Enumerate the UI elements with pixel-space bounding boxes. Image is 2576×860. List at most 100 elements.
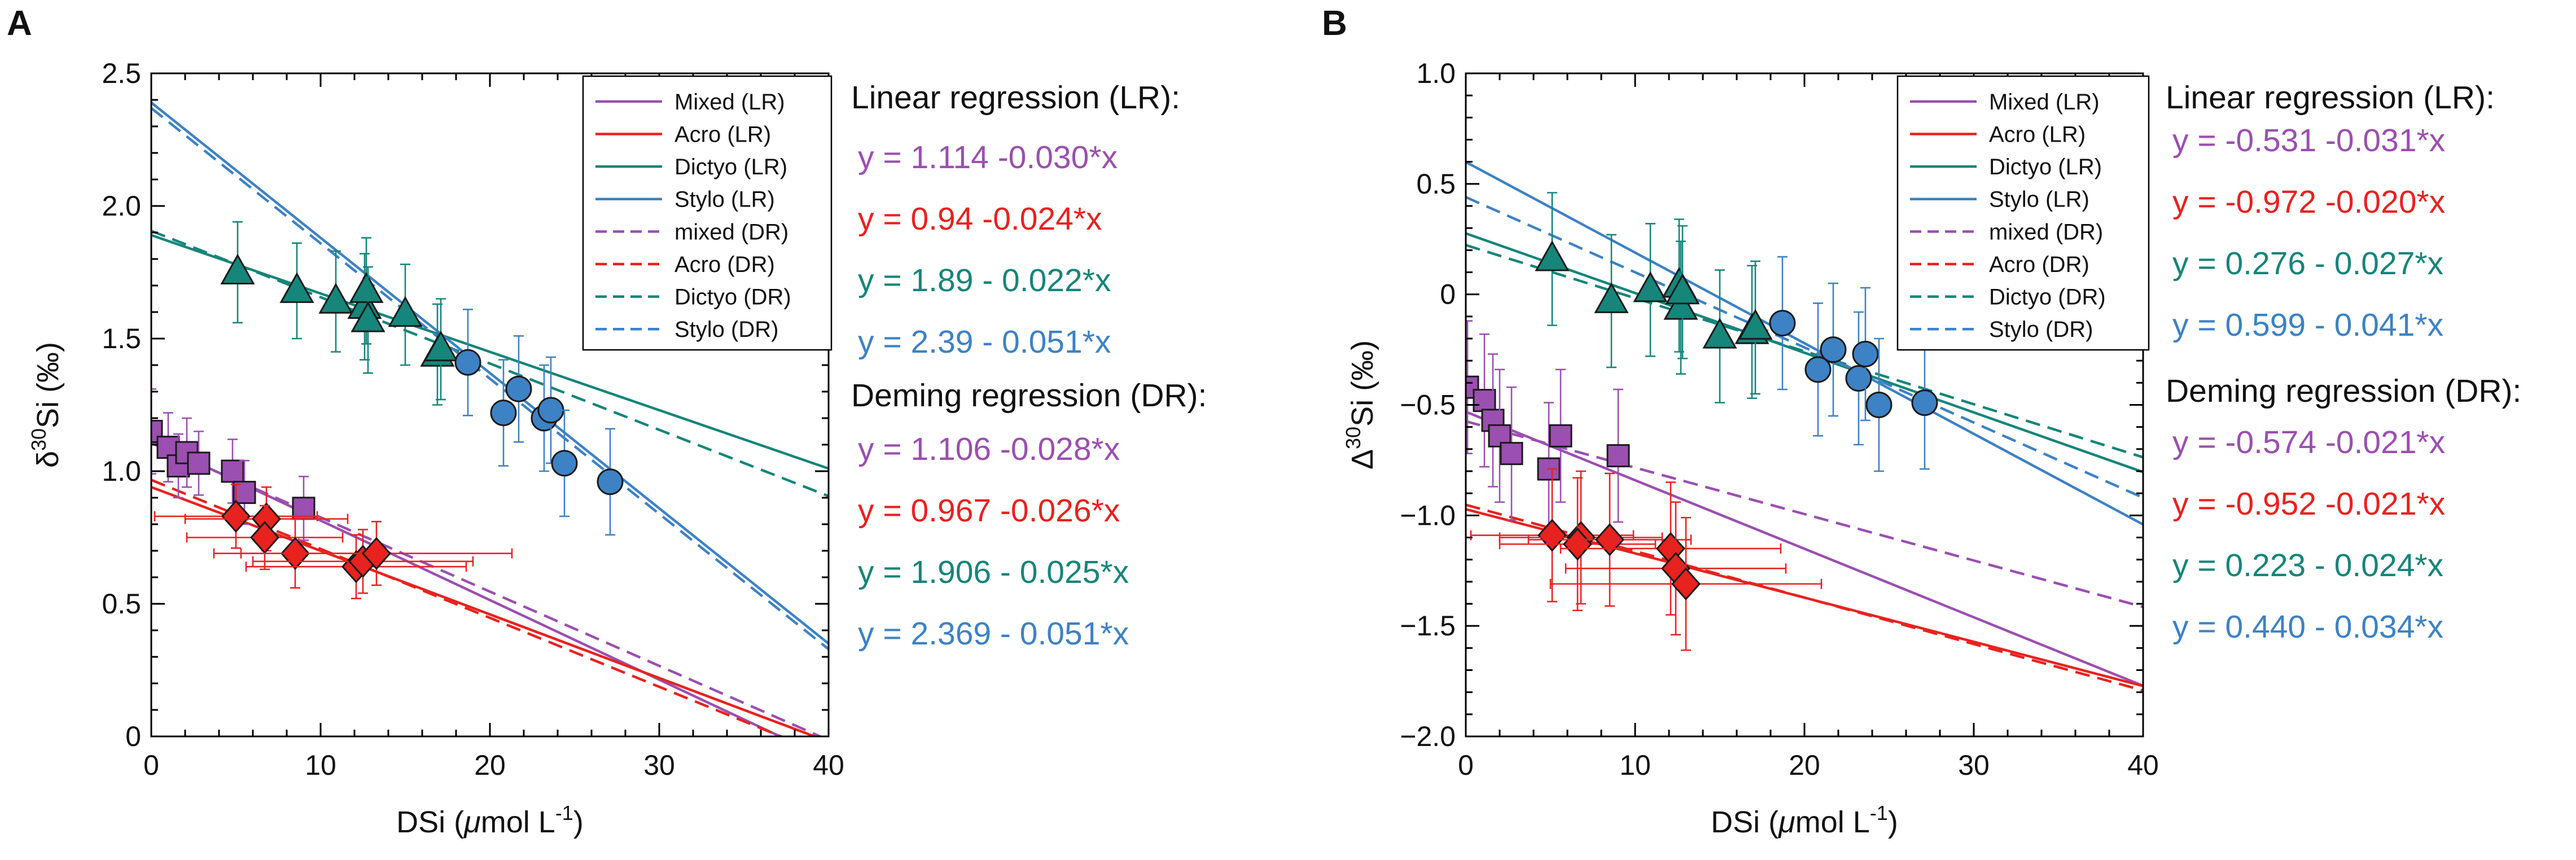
data-point-dictyo (279, 272, 314, 303)
data-point-dictyo (1535, 240, 1570, 271)
y-tick-label: 0.5 (102, 588, 141, 620)
legend-entry: Stylo (LR) (674, 187, 775, 212)
data-point-dictyo (1665, 273, 1700, 305)
regression-line-dictyo-dr (151, 230, 829, 498)
y-tick-label: −1.0 (1400, 499, 1456, 531)
panel-label: A (7, 4, 32, 43)
y-tick-label: 0 (1440, 279, 1456, 310)
legend-entry: Acro (LR) (674, 122, 771, 147)
y-axis-label: δ30Si (‰) (27, 342, 65, 468)
x-axis-label: DSi (μmol L-1) (1711, 801, 1898, 839)
dr-equation: y = 0.223 - 0.024*x (2172, 547, 2443, 583)
legend-entry: mixed (DR) (1989, 220, 2103, 244)
data-point-dictyo (388, 296, 423, 327)
dr-equation: y = 1.906 - 0.025*x (858, 554, 1129, 590)
data-point-dictyo (1738, 309, 1773, 340)
regression-line-stylo-dr (1466, 196, 2143, 499)
legend: Mixed (LR) Acro (LR) Dictyo (LR) Stylo (LR)… (1896, 75, 2150, 351)
legend-entry: Acro (DR) (1989, 252, 2089, 277)
y-tick-label: 2.0 (102, 190, 141, 222)
legend-entry: mixed (DR) (674, 220, 788, 244)
data-point-mixed (233, 481, 256, 504)
regression-line-mixed-dr (1466, 420, 2143, 608)
legend-entry: Stylo (LR) (1989, 187, 2089, 212)
series-mixed (151, 388, 316, 541)
y-tick-label: 0.5 (1416, 168, 1456, 200)
y-tick-label: −0.5 (1400, 389, 1456, 421)
y-tick-label: −2.0 (1400, 721, 1456, 752)
lr-title: Linear regression (LR): (2166, 80, 2495, 116)
legend-entry: Dictyo (LR) (674, 155, 787, 179)
legend-box (1896, 75, 2150, 351)
regression-equations: Linear regression (LR): y = -0.531 -0.031… (2166, 80, 2521, 645)
dr-equation: y = -0.574 -0.021*x (2172, 424, 2445, 460)
regression-line-mixed-dr (151, 442, 823, 736)
dr-equation: y = -0.952 -0.021*x (2172, 486, 2445, 522)
dr-title: Deming regression (DR): (851, 378, 1207, 414)
data-point-acro (1594, 523, 1625, 556)
panel-a: A 0 10 20 30 40 0 0.5 1.0 1.5 2.0 2.5 DSi (μmol L-1)… (7, 4, 1207, 839)
series-dictyo (1535, 192, 1773, 403)
legend-entry: Dictyo (LR) (1989, 155, 2102, 179)
legend-entry: Acro (DR) (674, 252, 775, 277)
data-point-stylo (1820, 336, 1847, 363)
data-point-mixed (1500, 442, 1523, 466)
plot-area (151, 101, 829, 736)
y-tick-label: 1.0 (102, 455, 141, 487)
x-axis-label: DSi (μmol L-1) (396, 801, 584, 839)
data-point-stylo (1769, 310, 1796, 337)
y-tick-label: 0 (125, 721, 141, 752)
x-tick-label: 20 (1789, 749, 1820, 781)
data-point-mixed (221, 459, 244, 483)
data-point-dictyo (318, 283, 353, 314)
x-tick-label: 40 (813, 749, 844, 781)
panel-b: B 0 10 20 30 40 −2.0 −1.5 −1.0 −0.5 0 0.5 1.0 DSi (μm… (1322, 4, 2521, 839)
data-point-stylo (1804, 356, 1832, 383)
data-point-stylo (1865, 392, 1892, 418)
series-stylo (454, 308, 624, 536)
series-stylo (1769, 256, 1938, 472)
legend-entry: Stylo (DR) (1989, 317, 2093, 342)
lr-equation: y = 1.89 - 0.022*x (858, 262, 1111, 299)
error-bar (151, 388, 156, 475)
data-point-stylo (551, 450, 578, 477)
regression-line-stylo-dr (151, 107, 829, 651)
data-point-dictyo (349, 272, 384, 303)
x-tick-label: 40 (2127, 749, 2159, 781)
data-point-mixed (1606, 444, 1630, 468)
data-point-dictyo (1663, 289, 1698, 320)
data-point-stylo (1852, 340, 1879, 367)
plot-area (1466, 161, 2143, 692)
data-point-stylo (1911, 389, 1938, 416)
lr-title: Linear regression (LR): (851, 80, 1180, 116)
dr-equation: y = 1.106 -0.028*x (858, 431, 1120, 467)
lr-equation: y = 0.94 -0.024*x (858, 201, 1102, 237)
regression-line-stylo-lr (151, 101, 829, 645)
dr-equation: y = 0.440 - 0.034*x (2172, 609, 2443, 645)
legend-entry: Stylo (DR) (674, 317, 778, 342)
series-dictyo (220, 221, 458, 406)
series-acro (154, 484, 513, 599)
regression-line-dictyo-dr (1466, 244, 2143, 459)
regression-line-dictyo-lr (1466, 232, 2143, 473)
lr-equation: y = 0.599 - 0.041*x (2172, 307, 2443, 343)
data-point-acro (1537, 519, 1567, 552)
data-point-dictyo (351, 301, 385, 332)
data-point-mixed (187, 451, 211, 475)
y-tick-label: 1.0 (1416, 58, 1456, 89)
regression-line-mixed-lr (1466, 410, 2143, 687)
data-point-mixed (1549, 424, 1572, 447)
regression-line-mixed-lr (151, 440, 783, 736)
data-point-acro (1671, 567, 1701, 601)
y-tick-label: 1.5 (102, 323, 141, 354)
data-point-stylo (505, 375, 532, 402)
x-tick-label: 0 (1458, 749, 1474, 781)
data-point-dictyo (220, 253, 255, 284)
legend-entry: Mixed (LR) (674, 90, 785, 115)
series-mixed (1466, 320, 1630, 536)
legend-entry: Acro (LR) (1989, 122, 2086, 147)
x-tick-label: 30 (1958, 749, 1990, 781)
data-point-stylo (1845, 365, 1872, 392)
panel-label: B (1322, 4, 1347, 43)
